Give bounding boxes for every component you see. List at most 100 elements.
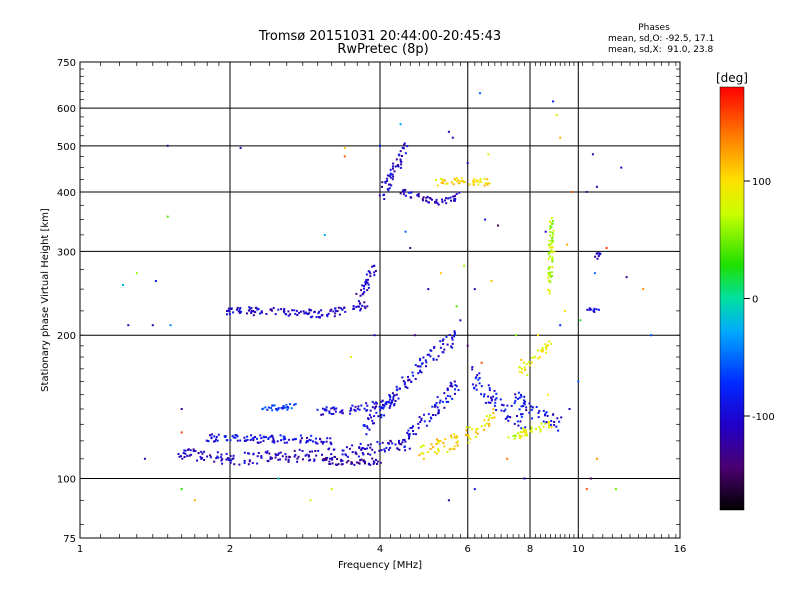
echo-point bbox=[488, 182, 491, 185]
echo-point bbox=[237, 310, 240, 313]
echo-point bbox=[477, 378, 480, 381]
echo-point bbox=[348, 447, 351, 450]
echo-point bbox=[320, 413, 323, 416]
echo-point bbox=[330, 407, 333, 410]
echo-point bbox=[410, 196, 413, 199]
echo-point bbox=[492, 395, 495, 398]
echo-point bbox=[451, 385, 454, 388]
echo-point bbox=[436, 438, 439, 441]
echo-point bbox=[524, 428, 527, 431]
echo-point bbox=[595, 457, 598, 460]
echo-point bbox=[213, 460, 216, 463]
echo-point bbox=[321, 442, 324, 445]
echo-point bbox=[530, 361, 533, 364]
echo-point bbox=[524, 431, 527, 434]
chart-title: Tromsø 20151031 20:44:00-20:45:43 bbox=[258, 29, 501, 44]
y-tick-label: 300 bbox=[57, 247, 76, 258]
echo-point bbox=[547, 288, 550, 291]
echo-point bbox=[232, 454, 235, 457]
echo-point bbox=[366, 289, 369, 292]
echo-point bbox=[310, 434, 313, 437]
echo-point bbox=[550, 426, 553, 429]
echo-point bbox=[350, 356, 353, 358]
echo-point bbox=[284, 437, 287, 440]
echo-point bbox=[548, 340, 551, 343]
echo-point bbox=[343, 146, 346, 149]
colorbar-tick-label: 100 bbox=[752, 177, 771, 188]
echo-point bbox=[337, 463, 340, 466]
echo-point bbox=[400, 163, 403, 166]
echo-point bbox=[178, 455, 181, 458]
echo-point bbox=[253, 310, 256, 313]
echo-point bbox=[376, 460, 379, 463]
echo-point bbox=[271, 409, 274, 412]
echo-point bbox=[329, 437, 332, 440]
echo-point bbox=[265, 313, 268, 315]
echo-point bbox=[298, 448, 301, 451]
echo-point bbox=[307, 454, 310, 457]
echo-point bbox=[446, 182, 449, 185]
echo-point bbox=[327, 448, 330, 451]
echo-point bbox=[478, 180, 481, 183]
echo-point bbox=[364, 283, 367, 286]
echo-point bbox=[437, 440, 440, 443]
colorbar-tick-label: 0 bbox=[752, 295, 758, 306]
echo-point bbox=[342, 449, 345, 452]
echo-point bbox=[476, 427, 479, 430]
echo-point bbox=[483, 429, 486, 431]
echo-point bbox=[378, 443, 381, 445]
echo-point bbox=[270, 407, 273, 409]
echo-point bbox=[269, 458, 272, 461]
echo-point bbox=[555, 425, 558, 428]
echo-point bbox=[547, 268, 550, 271]
echo-point bbox=[467, 434, 470, 437]
echo-point bbox=[590, 308, 593, 311]
echo-point bbox=[585, 488, 588, 491]
echo-point bbox=[504, 408, 507, 411]
echo-point bbox=[246, 438, 249, 441]
echo-point bbox=[476, 432, 479, 435]
echo-point bbox=[445, 182, 448, 185]
echo-point bbox=[335, 310, 338, 312]
echo-point bbox=[183, 449, 186, 452]
echo-point bbox=[419, 357, 422, 360]
echo-point bbox=[180, 431, 183, 434]
echo-point bbox=[388, 395, 391, 398]
echo-point bbox=[402, 189, 405, 192]
echo-point bbox=[257, 307, 260, 310]
echo-point bbox=[248, 308, 251, 311]
echo-point bbox=[466, 162, 469, 165]
echo-point bbox=[450, 181, 453, 184]
echo-point bbox=[363, 407, 366, 410]
echo-point bbox=[180, 488, 183, 491]
echo-point bbox=[422, 196, 425, 199]
echo-point bbox=[544, 412, 547, 415]
echo-point bbox=[473, 387, 476, 390]
echo-point bbox=[453, 199, 455, 202]
echo-point bbox=[452, 183, 455, 186]
echo-point bbox=[236, 439, 239, 442]
echo-point bbox=[539, 356, 541, 359]
echo-point bbox=[243, 459, 246, 462]
echo-point bbox=[297, 455, 300, 458]
echo-point bbox=[483, 184, 486, 187]
echo-point bbox=[367, 270, 370, 273]
echo-point bbox=[513, 402, 516, 405]
echo-point bbox=[388, 187, 391, 190]
echo-point bbox=[475, 428, 478, 431]
echo-point bbox=[436, 184, 439, 187]
echo-point bbox=[537, 349, 539, 352]
echo-point bbox=[455, 441, 458, 444]
echo-point bbox=[475, 388, 478, 391]
echo-point bbox=[387, 400, 390, 403]
echo-point bbox=[334, 410, 337, 413]
echo-point bbox=[436, 452, 439, 455]
echo-point bbox=[431, 198, 433, 201]
echo-point bbox=[360, 404, 363, 407]
echo-point bbox=[404, 449, 407, 452]
echo-point bbox=[528, 361, 531, 363]
echo-point bbox=[541, 350, 544, 353]
echo-point bbox=[367, 452, 370, 455]
echo-point bbox=[229, 439, 232, 442]
echo-point bbox=[248, 460, 251, 463]
